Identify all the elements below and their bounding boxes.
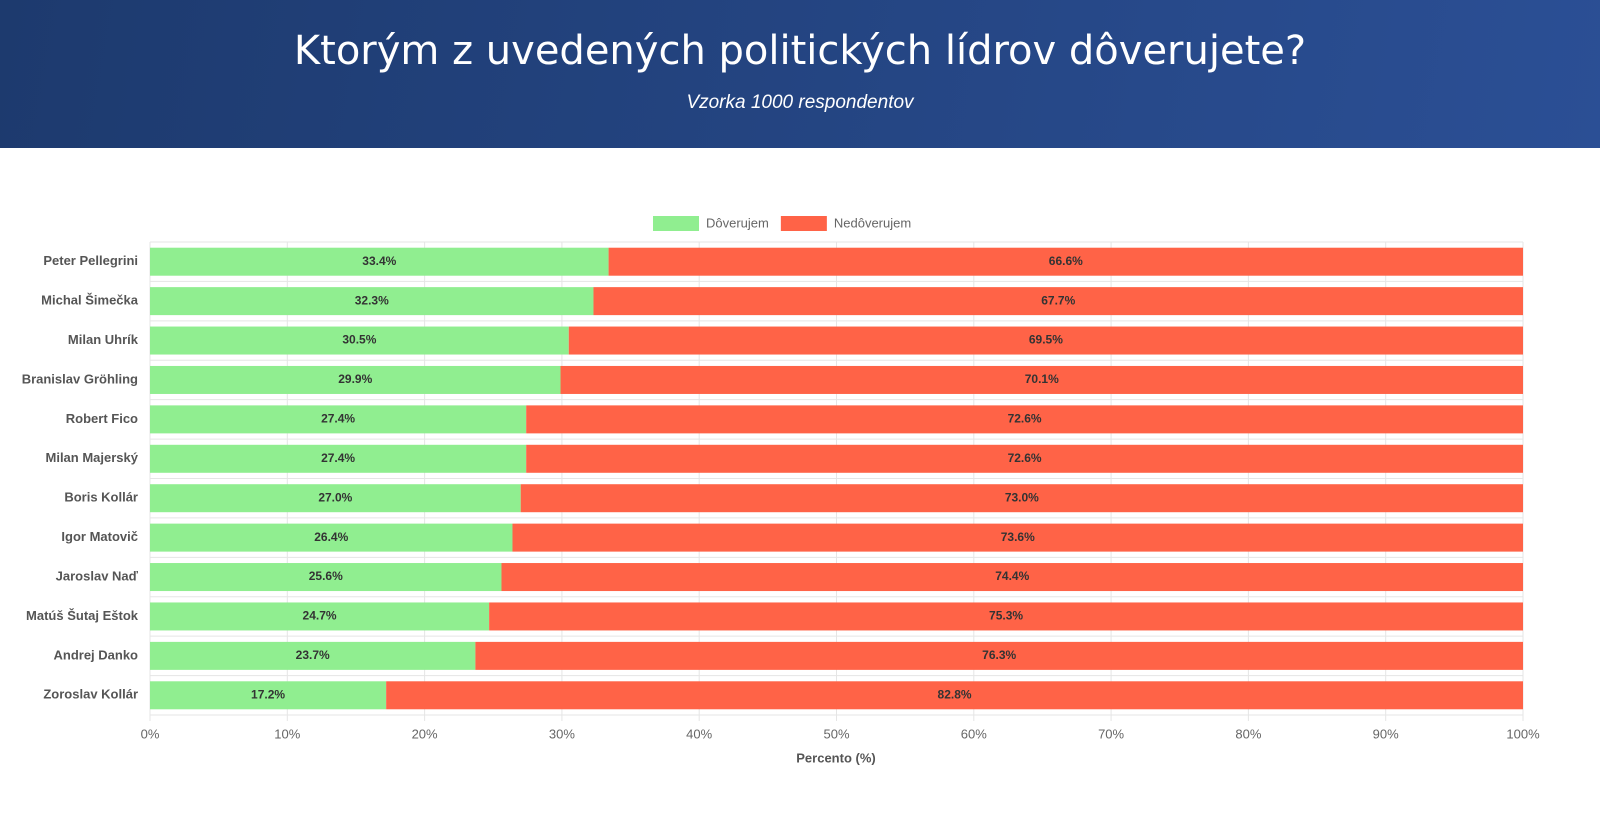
value-label: 73.6% — [1001, 530, 1035, 544]
bar-segment — [501, 563, 1523, 592]
bar-segment — [150, 563, 502, 592]
y-tick-label: Milan Uhrík — [68, 332, 139, 347]
bar-segment — [526, 405, 1523, 434]
y-tick-label: Peter Pellegrini — [43, 253, 138, 268]
x-tick-label: 70% — [1098, 726, 1124, 741]
bar-segment — [593, 287, 1523, 316]
bar-segment — [568, 326, 1523, 355]
bar-segment — [560, 365, 1523, 394]
value-label: 27.4% — [321, 412, 355, 426]
value-label: 17.2% — [251, 687, 285, 701]
x-tick-label: 60% — [961, 726, 987, 741]
bar-segment — [520, 484, 1523, 513]
value-label: 74.4% — [995, 569, 1029, 583]
x-tick-label: 0% — [141, 726, 160, 741]
bar-segment — [526, 444, 1523, 473]
bar-segment — [150, 641, 476, 670]
bar-segment — [489, 602, 1524, 631]
y-tick-label: Matúš Šutaj Eštok — [26, 608, 139, 623]
bar-segment — [608, 247, 1523, 276]
value-label: 67.7% — [1041, 293, 1075, 307]
bar-segment — [150, 287, 594, 316]
y-tick-label: Andrej Danko — [53, 647, 138, 662]
value-label: 76.3% — [982, 648, 1016, 662]
legend-swatch — [653, 216, 699, 231]
bar-segment — [475, 641, 1523, 670]
value-label: 70.1% — [1025, 372, 1059, 386]
x-tick-label: 90% — [1373, 726, 1399, 741]
chart: Percento (%) 0% 10% 20% 30% 40% 50% 60% 70% 80% 9… — [22, 215, 1540, 765]
value-label: 66.6% — [1049, 254, 1083, 268]
value-label: 69.5% — [1029, 333, 1063, 347]
value-label: 24.7% — [303, 609, 337, 623]
bar-segment — [150, 681, 387, 710]
y-tick-label: Robert Fico — [66, 411, 138, 426]
legend-swatch — [780, 216, 827, 231]
value-label: 25.6% — [309, 569, 343, 583]
bar-segment — [386, 681, 1523, 710]
x-tick-label: 10% — [274, 726, 300, 741]
x-tick-label: 100% — [1506, 726, 1540, 741]
value-label: 73.0% — [1005, 490, 1039, 504]
bar-segment — [150, 484, 521, 513]
y-tick-label: Milan Majerský — [46, 450, 139, 465]
bar-segment — [512, 523, 1523, 552]
bar-segment — [150, 405, 527, 434]
value-label: 33.4% — [362, 254, 396, 268]
x-tick-label: 50% — [823, 726, 849, 741]
y-tick-label: Branislav Gröhling — [22, 371, 138, 386]
x-tick-label: 40% — [686, 726, 712, 741]
chart-subtitle: Vzorka 1000 respondentov — [686, 92, 914, 113]
x-tick-label: 20% — [412, 726, 438, 741]
y-tick-label: Boris Kollár — [64, 490, 138, 505]
x-tick-label: 30% — [549, 726, 575, 741]
bar-segment — [150, 523, 513, 552]
bar-segment — [150, 326, 569, 355]
value-label: 30.5% — [342, 333, 376, 347]
value-label: 27.4% — [321, 451, 355, 465]
value-label: 32.3% — [355, 293, 389, 307]
y-tick-label: Michal Šimečka — [41, 293, 139, 308]
chart-title: Ktorým z uvedených politických lídrov dô… — [293, 28, 1307, 74]
legend-label: Nedôverujem — [834, 215, 911, 230]
bar-segment — [150, 247, 609, 276]
value-label: 72.6% — [1008, 412, 1042, 426]
x-axis-title: Percento (%) — [796, 750, 875, 765]
value-label: 82.8% — [938, 687, 972, 701]
y-tick-label: Igor Matovič — [61, 529, 138, 544]
value-label: 72.6% — [1008, 451, 1042, 465]
legend-label: Dôverujem — [706, 215, 769, 230]
value-label: 23.7% — [296, 648, 330, 662]
y-tick-label: Zoroslav Kollár — [43, 687, 138, 702]
value-label: 27.0% — [318, 490, 352, 504]
value-label: 26.4% — [314, 530, 348, 544]
bar-segment — [150, 602, 490, 631]
bar-segment — [150, 365, 561, 394]
bar-segment — [150, 444, 527, 473]
y-tick-label: Jaroslav Naď — [56, 568, 139, 583]
x-tick-label: 80% — [1235, 726, 1261, 741]
value-label: 29.9% — [338, 372, 372, 386]
value-label: 75.3% — [989, 609, 1023, 623]
header: Ktorým z uvedených politických lídrov dô… — [0, 0, 1600, 148]
